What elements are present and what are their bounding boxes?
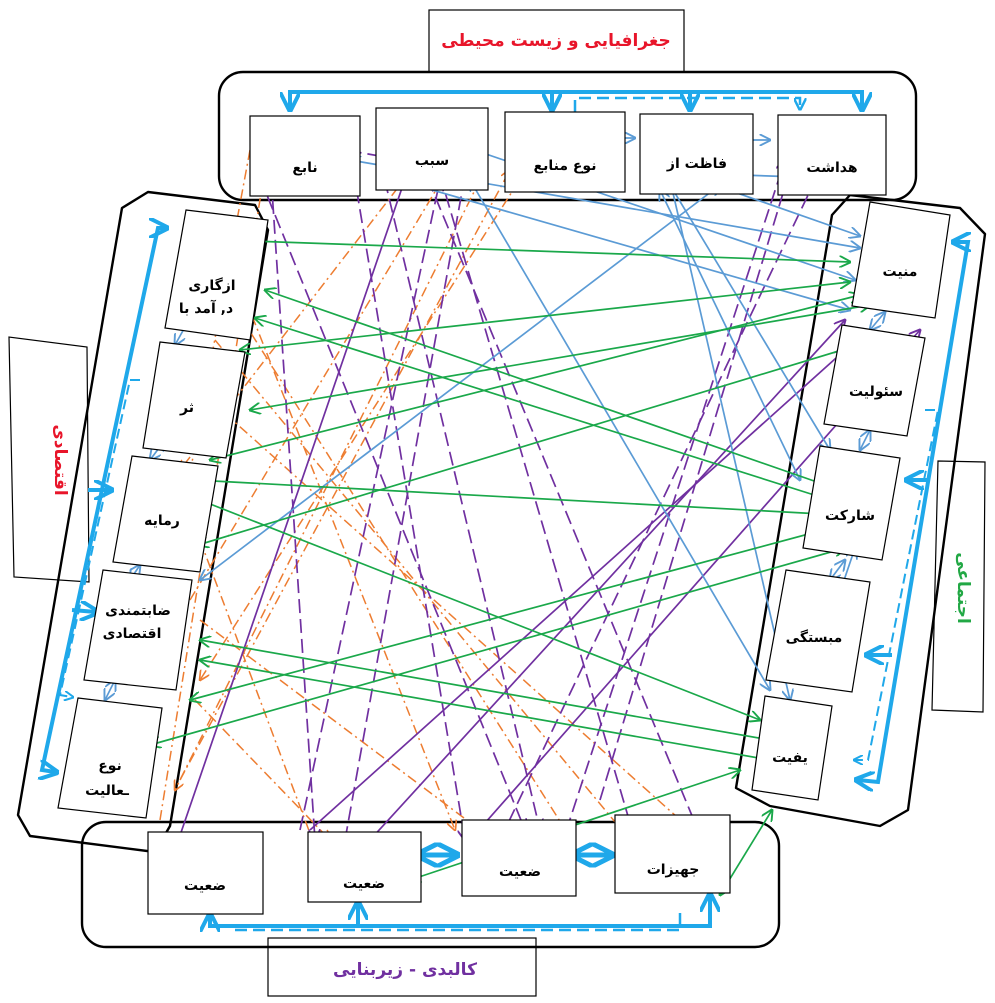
environment-title-box: جغرافیایی و زیست محیطی — [428, 9, 685, 73]
env-node-4-label: فاظت از — [666, 156, 727, 172]
soc-node-2[interactable] — [823, 324, 926, 437]
econ-node-1[interactable] — [164, 209, 269, 341]
soc-node-5-label: یفیت — [772, 750, 808, 766]
env-node-4[interactable] — [639, 113, 754, 195]
phys-node-3[interactable] — [461, 819, 577, 897]
env-node-1-label: نابع — [292, 160, 317, 176]
soc-node-1[interactable] — [851, 201, 951, 319]
phys-node-3-label: ضعیت — [499, 864, 541, 880]
soc-node-3[interactable] — [802, 445, 901, 561]
environment-title: جغرافیایی و زیست محیطی — [441, 31, 671, 51]
env-node-5[interactable] — [777, 114, 887, 196]
physical-nodes: ضعیت ضعیت ضعیت جهیزات — [147, 814, 731, 915]
social-title-box: اجتماعی — [931, 460, 986, 713]
econ-node-5[interactable] — [57, 697, 163, 819]
env-node-2[interactable] — [375, 107, 489, 191]
econ-node-4-label-b: اقتصادی — [103, 626, 162, 642]
econ-node-3-label: رمایه — [144, 513, 180, 529]
phys-node-2-label: ضعیت — [343, 876, 385, 892]
soc-node-1-label: منیت — [883, 264, 918, 280]
economic-title: اقتصادی — [50, 424, 70, 495]
soc-node-3-label: شارکت — [825, 508, 875, 524]
econ-node-1-label-a: ازگاری — [188, 277, 235, 294]
phys-node-1[interactable] — [147, 831, 264, 915]
phys-node-1-label: ضعیت — [184, 878, 226, 894]
phys-node-4-label: جهیزات — [647, 862, 700, 878]
econ-node-5-label-a: نوع — [98, 758, 122, 774]
econ-node-4-label-a: ضابتمندی — [105, 603, 171, 619]
group-internal-loops — [42, 90, 968, 930]
economic-title-box: اقتصادی — [8, 336, 90, 583]
social-nodes: منیت سئولیت شارکت مبستگی یفیت — [751, 201, 951, 801]
soc-node-2-label: سئولیت — [849, 384, 903, 400]
env-node-3[interactable] — [504, 111, 626, 193]
env-node-2-label: سبب — [415, 153, 449, 169]
social-title: اجتماعی — [953, 552, 973, 624]
soc-node-4-label: مبستگی — [786, 629, 843, 646]
phys-node-4[interactable] — [614, 814, 731, 894]
econ-node-2[interactable] — [142, 341, 246, 459]
env-node-3-label: نوع منابع — [534, 158, 597, 174]
econ-node-1-label-b: د, آمد با — [179, 299, 233, 317]
phys-node-2[interactable] — [307, 831, 422, 903]
env-node-1[interactable] — [249, 115, 361, 197]
econ-node-3[interactable] — [112, 455, 219, 573]
green-links — [150, 240, 875, 895]
soc-node-5[interactable] — [751, 695, 833, 801]
env-node-5-label: هداشت — [806, 160, 857, 176]
economic-nodes: ازگاری د, آمد با ثر رمایه ضابتمندی اقتصا… — [57, 209, 269, 819]
environment-nodes: نابع سبب نوع منابع فاظت از هداشت — [249, 107, 887, 197]
physical-title: کالبدی - زیربنایی — [333, 960, 477, 980]
econ-node-2-label: ثر — [179, 400, 194, 416]
econ-node-5-label-b: ـعالیت — [85, 783, 129, 799]
soc-node-4[interactable] — [765, 569, 871, 693]
econ-node-4[interactable] — [83, 569, 193, 691]
